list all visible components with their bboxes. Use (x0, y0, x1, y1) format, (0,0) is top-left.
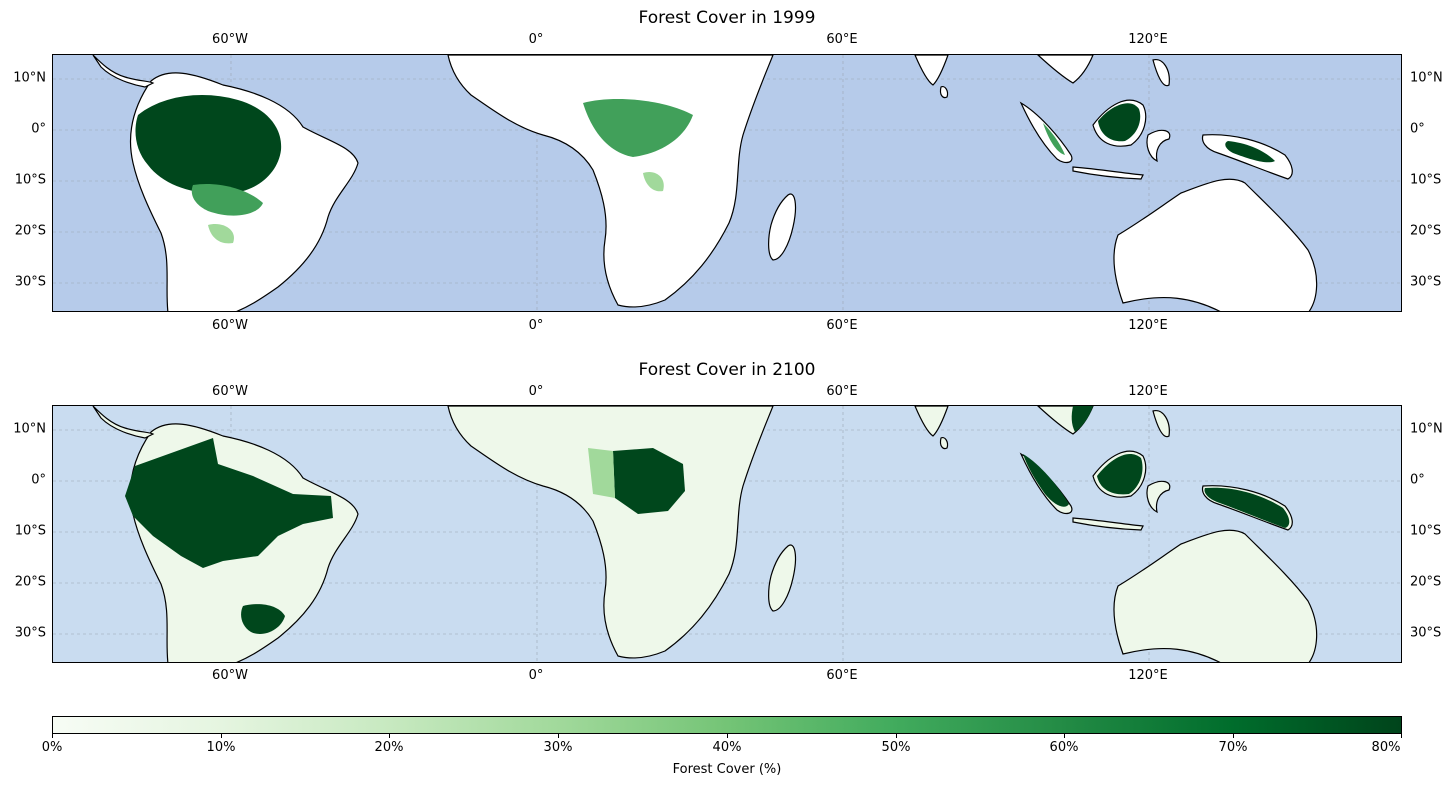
lat-tick-left: 10°S (14, 172, 46, 188)
land-madagascar (768, 544, 797, 612)
lat-tick-left: 20°S (14, 223, 46, 239)
forest-patches (135, 95, 1275, 244)
lat-tick-right: 0° (1410, 472, 1425, 488)
lon-tick: 0° (528, 32, 544, 47)
land-se-asia (1037, 55, 1094, 84)
map-2100-title: Forest Cover in 2100 (638, 360, 816, 380)
land-africa (447, 406, 774, 659)
lon-tick: 0° (528, 668, 544, 683)
lon-tick: 120°E (1128, 32, 1168, 47)
land-central-america (92, 406, 155, 439)
forest-borneo-high (1098, 103, 1141, 142)
colorbar-tick-mark (727, 734, 728, 738)
colorbar-tick-mark (1401, 734, 1402, 738)
colorbar-tick-mark (52, 734, 53, 738)
lon-tick: 60°W (212, 318, 248, 333)
lat-tick-right: 30°S (1410, 625, 1442, 641)
forest-congo-mid (583, 99, 693, 157)
land-philippines (1152, 59, 1170, 87)
land-madagascar (768, 193, 797, 261)
lon-tick: 0° (528, 318, 544, 333)
lon-tick: 120°E (1128, 668, 1168, 683)
forest-png-high (1204, 487, 1290, 528)
lon-tick: 60°E (826, 384, 858, 399)
map-2100-canvas (53, 406, 1401, 662)
lon-tick: 0° (528, 384, 544, 399)
lat-tick-left: 10°N (13, 70, 46, 86)
forest-congo-low (588, 448, 615, 498)
colorbar-tick-label: 20% (374, 740, 404, 755)
forest-png-high (1225, 141, 1275, 163)
lat-tick-left: 30°S (14, 625, 46, 641)
lon-tick: 60°W (212, 384, 248, 399)
colorbar-tick-mark (1233, 734, 1234, 738)
forest-sumatra-high (1023, 454, 1069, 507)
lon-tick: 120°E (1128, 384, 1168, 399)
lat-tick-left: 20°S (14, 574, 46, 590)
colorbar-tick-label: 60% (1049, 740, 1079, 755)
colorbar-tick-mark (389, 734, 390, 738)
colorbar-tick-label: 10% (206, 740, 236, 755)
land-australia (1113, 178, 1318, 311)
forest-borneo-high (1097, 454, 1143, 495)
lat-tick-right: 0° (1410, 121, 1425, 137)
lon-tick: 120°E (1128, 318, 1168, 333)
land-australia (1113, 529, 1318, 662)
lat-tick-left: 10°N (13, 421, 46, 437)
forest-congo-high (613, 448, 685, 514)
colorbar-label: Forest Cover (%) (672, 762, 782, 777)
land-sulawesi (1146, 480, 1171, 514)
lat-tick-right: 20°S (1410, 574, 1442, 590)
lat-tick-right: 10°S (1410, 523, 1442, 539)
land-india (914, 406, 949, 437)
lat-tick-left: 30°S (14, 274, 46, 290)
land-central-america (92, 55, 155, 88)
lat-tick-right: 10°S (1410, 172, 1442, 188)
forest-amazon-mid (191, 183, 263, 216)
lon-tick: 60°E (826, 668, 858, 683)
forest-patches (125, 406, 1290, 635)
forest-sumatra-mid (1043, 123, 1065, 155)
colorbar-tick-mark (896, 734, 897, 738)
land-java (1072, 517, 1144, 531)
land-india (914, 55, 949, 86)
colorbar-tick-mark (1064, 734, 1065, 738)
colorbar (52, 716, 1402, 734)
land-sri-lanka (939, 86, 949, 99)
forest-amazon-high (135, 95, 282, 194)
lat-tick-left: 10°S (14, 523, 46, 539)
colorbar-tick-label: 30% (543, 740, 573, 755)
colorbar-tick-label: 80% (1371, 740, 1401, 755)
lon-tick: 60°E (826, 32, 858, 47)
lon-tick: 60°W (212, 668, 248, 683)
forest-amazon-high (125, 438, 333, 568)
forest-brazil-south (241, 604, 285, 635)
lon-tick: 60°W (212, 32, 248, 47)
forest-amazon-low (208, 224, 234, 244)
lat-tick-right: 20°S (1410, 223, 1442, 239)
lat-tick-right: 10°N (1410, 421, 1443, 437)
colorbar-tick-label: 0% (41, 740, 63, 755)
land-sri-lanka (939, 437, 949, 450)
colorbar-tick-label: 50% (881, 740, 911, 755)
land-sulawesi (1146, 129, 1171, 163)
colorbar-tick-mark (221, 734, 222, 738)
colorbar-tick-label: 70% (1218, 740, 1248, 755)
map-1999-canvas (53, 55, 1401, 311)
colorbar-tick-label: 40% (712, 740, 742, 755)
lat-tick-left: 0° (31, 472, 46, 488)
map-2100 (52, 405, 1402, 663)
forest-se-asia-high (1071, 406, 1093, 432)
lon-tick: 60°E (826, 318, 858, 333)
colorbar-tick-mark (558, 734, 559, 738)
land-java (1072, 166, 1144, 180)
map-1999-title: Forest Cover in 1999 (638, 8, 816, 28)
lat-tick-right: 10°N (1410, 70, 1443, 86)
lat-tick-left: 0° (31, 121, 46, 137)
lat-tick-right: 30°S (1410, 274, 1442, 290)
forest-congo-low (643, 171, 664, 192)
map-1999 (52, 54, 1402, 312)
land-philippines (1152, 410, 1170, 438)
